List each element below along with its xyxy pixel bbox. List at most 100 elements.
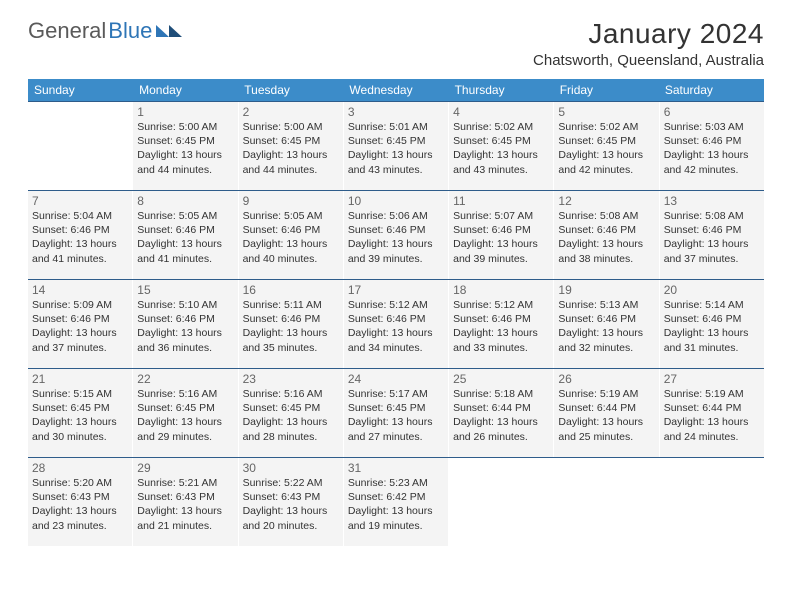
day-cell: 6Sunrise: 5:03 AMSunset: 6:46 PMDaylight… bbox=[660, 102, 764, 190]
day-cell: 20Sunrise: 5:14 AMSunset: 6:46 PMDayligh… bbox=[660, 280, 764, 368]
day-info-line: Daylight: 13 hours bbox=[32, 415, 128, 429]
day-info-line: and 24 minutes. bbox=[664, 430, 760, 444]
day-number: 3 bbox=[348, 105, 444, 119]
day-info-line: and 40 minutes. bbox=[243, 252, 339, 266]
day-cell: 14Sunrise: 5:09 AMSunset: 6:46 PMDayligh… bbox=[28, 280, 133, 368]
day-number: 29 bbox=[137, 461, 233, 475]
day-number: 21 bbox=[32, 372, 128, 386]
day-cell: 19Sunrise: 5:13 AMSunset: 6:46 PMDayligh… bbox=[554, 280, 659, 368]
week-row: 7Sunrise: 5:04 AMSunset: 6:46 PMDaylight… bbox=[28, 190, 764, 279]
day-info-line: Sunset: 6:46 PM bbox=[664, 312, 760, 326]
day-number: 25 bbox=[453, 372, 549, 386]
day-number: 24 bbox=[348, 372, 444, 386]
day-info-line: and 42 minutes. bbox=[558, 163, 654, 177]
day-info-line: Daylight: 13 hours bbox=[348, 415, 444, 429]
day-info-line: and 25 minutes. bbox=[558, 430, 654, 444]
day-info-line: and 34 minutes. bbox=[348, 341, 444, 355]
day-cell: 28Sunrise: 5:20 AMSunset: 6:43 PMDayligh… bbox=[28, 458, 133, 546]
day-number: 5 bbox=[558, 105, 654, 119]
day-cell: 1Sunrise: 5:00 AMSunset: 6:45 PMDaylight… bbox=[133, 102, 238, 190]
calendar-page: General Blue January 2024 Chatsworth, Qu… bbox=[0, 0, 792, 556]
day-info-line: Sunset: 6:46 PM bbox=[348, 223, 444, 237]
day-info-line: and 38 minutes. bbox=[558, 252, 654, 266]
day-cell-blank bbox=[660, 458, 764, 546]
day-cell: 13Sunrise: 5:08 AMSunset: 6:46 PMDayligh… bbox=[660, 191, 764, 279]
day-cell: 17Sunrise: 5:12 AMSunset: 6:46 PMDayligh… bbox=[344, 280, 449, 368]
day-info-line: and 32 minutes. bbox=[558, 341, 654, 355]
day-info-line: Daylight: 13 hours bbox=[348, 148, 444, 162]
day-info-line: Sunset: 6:43 PM bbox=[137, 490, 233, 504]
day-info-line: Daylight: 13 hours bbox=[137, 326, 233, 340]
day-info-line: Sunrise: 5:21 AM bbox=[137, 476, 233, 490]
day-info-line: and 30 minutes. bbox=[32, 430, 128, 444]
day-info-line: Sunset: 6:45 PM bbox=[137, 134, 233, 148]
day-info-line: Sunrise: 5:11 AM bbox=[243, 298, 339, 312]
day-info-line: and 33 minutes. bbox=[453, 341, 549, 355]
logo-shape-icon bbox=[156, 21, 182, 42]
day-info-line: Sunrise: 5:02 AM bbox=[453, 120, 549, 134]
day-number: 28 bbox=[32, 461, 128, 475]
day-info-line: Daylight: 13 hours bbox=[137, 148, 233, 162]
day-number: 15 bbox=[137, 283, 233, 297]
day-info-line: Sunrise: 5:12 AM bbox=[348, 298, 444, 312]
week-row: 21Sunrise: 5:15 AMSunset: 6:45 PMDayligh… bbox=[28, 368, 764, 457]
weekday-header: Sunday bbox=[28, 79, 133, 101]
day-number: 19 bbox=[558, 283, 654, 297]
day-info-line: Daylight: 13 hours bbox=[453, 148, 549, 162]
day-info-line: Sunrise: 5:16 AM bbox=[243, 387, 339, 401]
day-info-line: Sunrise: 5:16 AM bbox=[137, 387, 233, 401]
day-cell: 10Sunrise: 5:06 AMSunset: 6:46 PMDayligh… bbox=[344, 191, 449, 279]
day-info-line: and 36 minutes. bbox=[137, 341, 233, 355]
day-info-line: Daylight: 13 hours bbox=[348, 504, 444, 518]
week-row: 1Sunrise: 5:00 AMSunset: 6:45 PMDaylight… bbox=[28, 101, 764, 190]
day-info-line: Sunrise: 5:09 AM bbox=[32, 298, 128, 312]
day-cell: 4Sunrise: 5:02 AMSunset: 6:45 PMDaylight… bbox=[449, 102, 554, 190]
day-cell: 22Sunrise: 5:16 AMSunset: 6:45 PMDayligh… bbox=[133, 369, 238, 457]
day-number: 17 bbox=[348, 283, 444, 297]
day-info-line: Sunrise: 5:06 AM bbox=[348, 209, 444, 223]
day-number: 10 bbox=[348, 194, 444, 208]
day-info-line: and 37 minutes. bbox=[32, 341, 128, 355]
day-info-line: and 27 minutes. bbox=[348, 430, 444, 444]
day-info-line: Sunset: 6:45 PM bbox=[348, 401, 444, 415]
day-info-line: Sunrise: 5:20 AM bbox=[32, 476, 128, 490]
weekday-header-row: SundayMondayTuesdayWednesdayThursdayFrid… bbox=[28, 79, 764, 101]
day-info-line: Sunset: 6:45 PM bbox=[453, 134, 549, 148]
day-info-line: Sunset: 6:46 PM bbox=[558, 312, 654, 326]
day-number: 8 bbox=[137, 194, 233, 208]
day-info-line: Daylight: 13 hours bbox=[558, 237, 654, 251]
day-number: 16 bbox=[243, 283, 339, 297]
day-info-line: and 29 minutes. bbox=[137, 430, 233, 444]
day-info-line: and 26 minutes. bbox=[453, 430, 549, 444]
day-info-line: Daylight: 13 hours bbox=[664, 148, 760, 162]
day-info-line: Sunset: 6:46 PM bbox=[453, 223, 549, 237]
day-info-line: and 37 minutes. bbox=[664, 252, 760, 266]
day-info-line: Daylight: 13 hours bbox=[664, 415, 760, 429]
day-cell: 27Sunrise: 5:19 AMSunset: 6:44 PMDayligh… bbox=[660, 369, 764, 457]
day-number: 4 bbox=[453, 105, 549, 119]
day-info-line: Daylight: 13 hours bbox=[664, 237, 760, 251]
day-info-line: and 42 minutes. bbox=[664, 163, 760, 177]
day-number: 31 bbox=[348, 461, 444, 475]
day-info-line: Sunset: 6:42 PM bbox=[348, 490, 444, 504]
day-number: 26 bbox=[558, 372, 654, 386]
day-cell: 2Sunrise: 5:00 AMSunset: 6:45 PMDaylight… bbox=[239, 102, 344, 190]
day-cell: 9Sunrise: 5:05 AMSunset: 6:46 PMDaylight… bbox=[239, 191, 344, 279]
day-info-line: Sunset: 6:44 PM bbox=[664, 401, 760, 415]
day-info-line: Daylight: 13 hours bbox=[32, 237, 128, 251]
calendar-grid: SundayMondayTuesdayWednesdayThursdayFrid… bbox=[28, 79, 764, 546]
day-info-line: Sunset: 6:46 PM bbox=[32, 223, 128, 237]
weekday-header: Wednesday bbox=[343, 79, 448, 101]
weekday-header: Tuesday bbox=[238, 79, 343, 101]
day-cell: 21Sunrise: 5:15 AMSunset: 6:45 PMDayligh… bbox=[28, 369, 133, 457]
day-info-line: Sunset: 6:46 PM bbox=[243, 223, 339, 237]
day-info-line: and 20 minutes. bbox=[243, 519, 339, 533]
day-info-line: Sunrise: 5:02 AM bbox=[558, 120, 654, 134]
day-info-line: Sunrise: 5:22 AM bbox=[243, 476, 339, 490]
day-info-line: Sunset: 6:44 PM bbox=[453, 401, 549, 415]
day-cell: 24Sunrise: 5:17 AMSunset: 6:45 PMDayligh… bbox=[344, 369, 449, 457]
weekday-header: Friday bbox=[554, 79, 659, 101]
weekday-header: Monday bbox=[133, 79, 238, 101]
weekday-header: Saturday bbox=[659, 79, 764, 101]
logo-part1: General bbox=[28, 18, 106, 44]
